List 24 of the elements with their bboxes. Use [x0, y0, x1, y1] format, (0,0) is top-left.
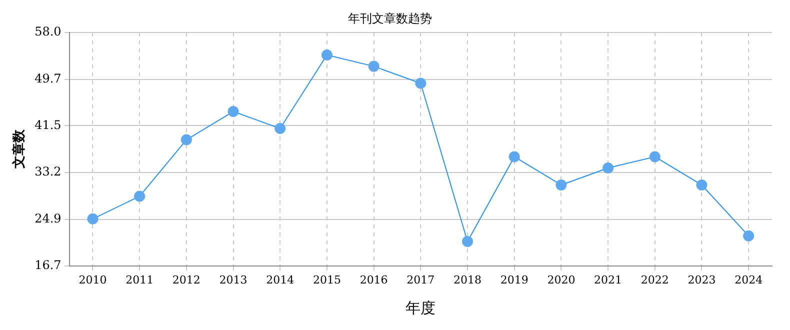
x-tick-label: 2019 [500, 273, 528, 286]
x-tick-label: 2015 [312, 273, 341, 286]
y-tick-label: 33.2 [34, 164, 62, 179]
x-tick-label: 2023 [688, 273, 716, 286]
y-tick-label: 16.7 [34, 258, 62, 272]
y-tick-label: 49.7 [34, 71, 62, 86]
x-tick-label: 2021 [594, 273, 622, 286]
y-tick-label: 24.9 [34, 212, 62, 226]
x-tick-label: 2022 [640, 273, 669, 286]
x-tick-label: 2012 [172, 273, 200, 286]
x-tick-label: 2016 [360, 273, 388, 286]
y-tick-label: 58.0 [34, 24, 62, 39]
x-tick-label: 2013 [219, 273, 248, 286]
y-axis-title: 文章数 [11, 128, 28, 170]
x-tick-label: 2017 [406, 273, 435, 286]
x-tick-label: 2010 [78, 273, 107, 286]
chart-title: 年刊文章数趋势 [348, 11, 432, 26]
x-tick-label: 2014 [266, 273, 294, 286]
x-tick-label: 2024 [734, 273, 763, 286]
x-axis-title: 年度 [406, 298, 436, 317]
x-tick-label: 2018 [454, 273, 482, 286]
x-tick-label: 2011 [126, 273, 154, 286]
y-tick-label: 41.5 [34, 118, 62, 132]
x-tick-label: 2020 [547, 273, 576, 286]
